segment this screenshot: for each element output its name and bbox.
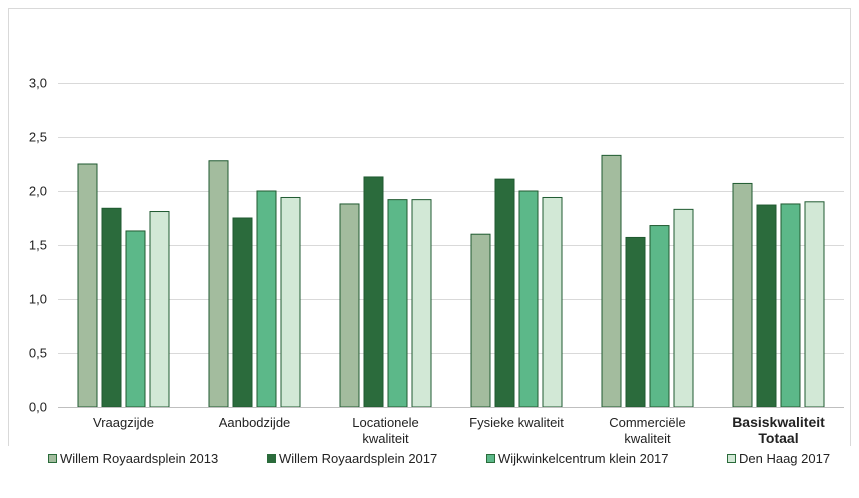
bar [280, 196, 301, 408]
bar [363, 176, 384, 408]
legend-label: Wijkwinkelcentrum klein 2017 [498, 450, 669, 466]
legend-item: Willem Royaardsplein 2017 [267, 446, 437, 470]
x-tick-label: Basiskwaliteit [732, 414, 825, 430]
legend-label: Den Haag 2017 [739, 450, 831, 466]
bar [387, 199, 408, 408]
legend-swatch [727, 453, 736, 463]
bar-chart: 0,0 0,5 1,0 1,5 2,0 2,5 3,0 Vraagzijde Aanbodzij… [8, 8, 851, 446]
y-tick-label: 1,0 [29, 292, 47, 307]
bar [208, 160, 229, 408]
bar [625, 236, 646, 408]
legend: Willem Royaardsplein 2013 Willem Royaards… [0, 446, 859, 470]
legend-label: Willem Royaardsplein 2017 [279, 450, 438, 466]
bar [470, 233, 491, 408]
bar [149, 211, 170, 408]
x-tick-label: Totaal [758, 430, 798, 446]
legend-swatch [267, 453, 276, 463]
bar [673, 208, 694, 408]
legend-swatch [48, 453, 57, 463]
bar [518, 190, 539, 408]
chart-frame [8, 8, 851, 446]
bar [339, 203, 360, 408]
legend-label: Willem Royaardsplein 2013 [60, 450, 219, 466]
bar [256, 190, 277, 408]
bar [542, 196, 563, 408]
bar [494, 178, 515, 408]
x-tick-label: Locationele [352, 415, 419, 430]
bar [804, 201, 825, 408]
bar [101, 207, 122, 408]
bar [77, 163, 98, 408]
x-tick-label: Commerciële [609, 415, 686, 430]
legend-item: Willem Royaardsplein 2013 [48, 446, 218, 470]
bar [780, 203, 801, 408]
legend-swatch [486, 453, 495, 463]
x-tick-label: Fysieke kwaliteit [469, 415, 564, 430]
y-tick-label: 1,5 [29, 238, 47, 253]
x-tick-label: kwaliteit [624, 431, 671, 446]
bar [732, 182, 753, 408]
y-tick-label: 2,0 [29, 184, 47, 199]
y-tick-label: 2,5 [29, 130, 47, 145]
y-tick-label: 0,5 [29, 346, 47, 361]
bar [232, 217, 253, 408]
y-tick-label: 0,0 [29, 400, 47, 415]
bar [411, 199, 432, 408]
x-tick-label: kwaliteit [362, 431, 409, 446]
legend-item: Den Haag 2017 [727, 446, 830, 470]
bar [125, 230, 146, 408]
bar [756, 204, 777, 408]
bar [649, 225, 670, 408]
x-tick-label: Vraagzijde [93, 415, 154, 430]
y-tick-label: 3,0 [29, 76, 47, 91]
bar [601, 154, 622, 408]
x-tick-label: Aanbodzijde [219, 415, 291, 430]
legend-item: Wijkwinkelcentrum klein 2017 [486, 446, 669, 470]
